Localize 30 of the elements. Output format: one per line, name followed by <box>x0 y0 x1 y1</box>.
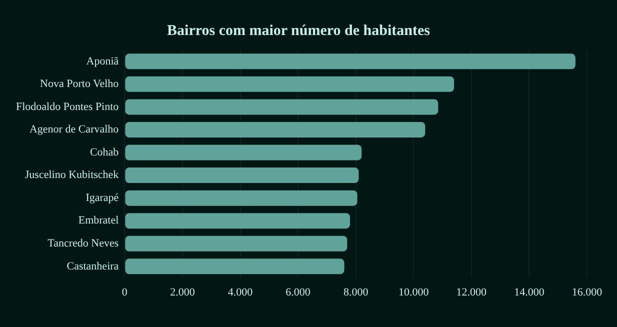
x-tick-label: 12.000 <box>456 286 488 298</box>
bar <box>125 213 350 229</box>
y-tick-label: Aponiã <box>86 55 119 68</box>
y-tick-label: Agenor de Carvalho <box>29 124 120 136</box>
x-tick-label: 2.000 <box>170 286 196 298</box>
bar <box>125 54 576 70</box>
y-tick-label: Cohab <box>90 146 120 158</box>
bar <box>125 99 438 115</box>
x-tick-label: 6.000 <box>286 286 311 298</box>
x-tick-label: 8.000 <box>343 286 369 298</box>
bar <box>125 236 348 252</box>
bar <box>125 76 454 92</box>
y-tick-label: Juscelino Kubitschek <box>24 169 120 182</box>
bar <box>125 258 344 274</box>
bar <box>125 168 359 184</box>
bar <box>125 190 358 206</box>
x-tick-label: 14.000 <box>514 286 545 298</box>
x-tick-label: 0 <box>122 286 128 298</box>
bar <box>125 122 426 138</box>
y-tick-label: Nova Porto Velho <box>40 78 120 90</box>
x-tick-label: 16.000 <box>572 286 603 298</box>
y-tick-label: Tancredo Neves <box>48 238 119 250</box>
y-tick-label: Igarapé <box>86 192 119 204</box>
y-tick-label: Flodoaldo Pontes Pinto <box>16 100 120 113</box>
y-tick-label: Castanheira <box>66 260 119 272</box>
bar <box>125 144 362 160</box>
chart-title: Bairros com maior número de habitantes <box>167 22 430 39</box>
y-tick-label: Embratel <box>78 214 119 227</box>
x-tick-label: 4.000 <box>228 286 254 298</box>
x-tick-label: 10.000 <box>398 286 430 298</box>
